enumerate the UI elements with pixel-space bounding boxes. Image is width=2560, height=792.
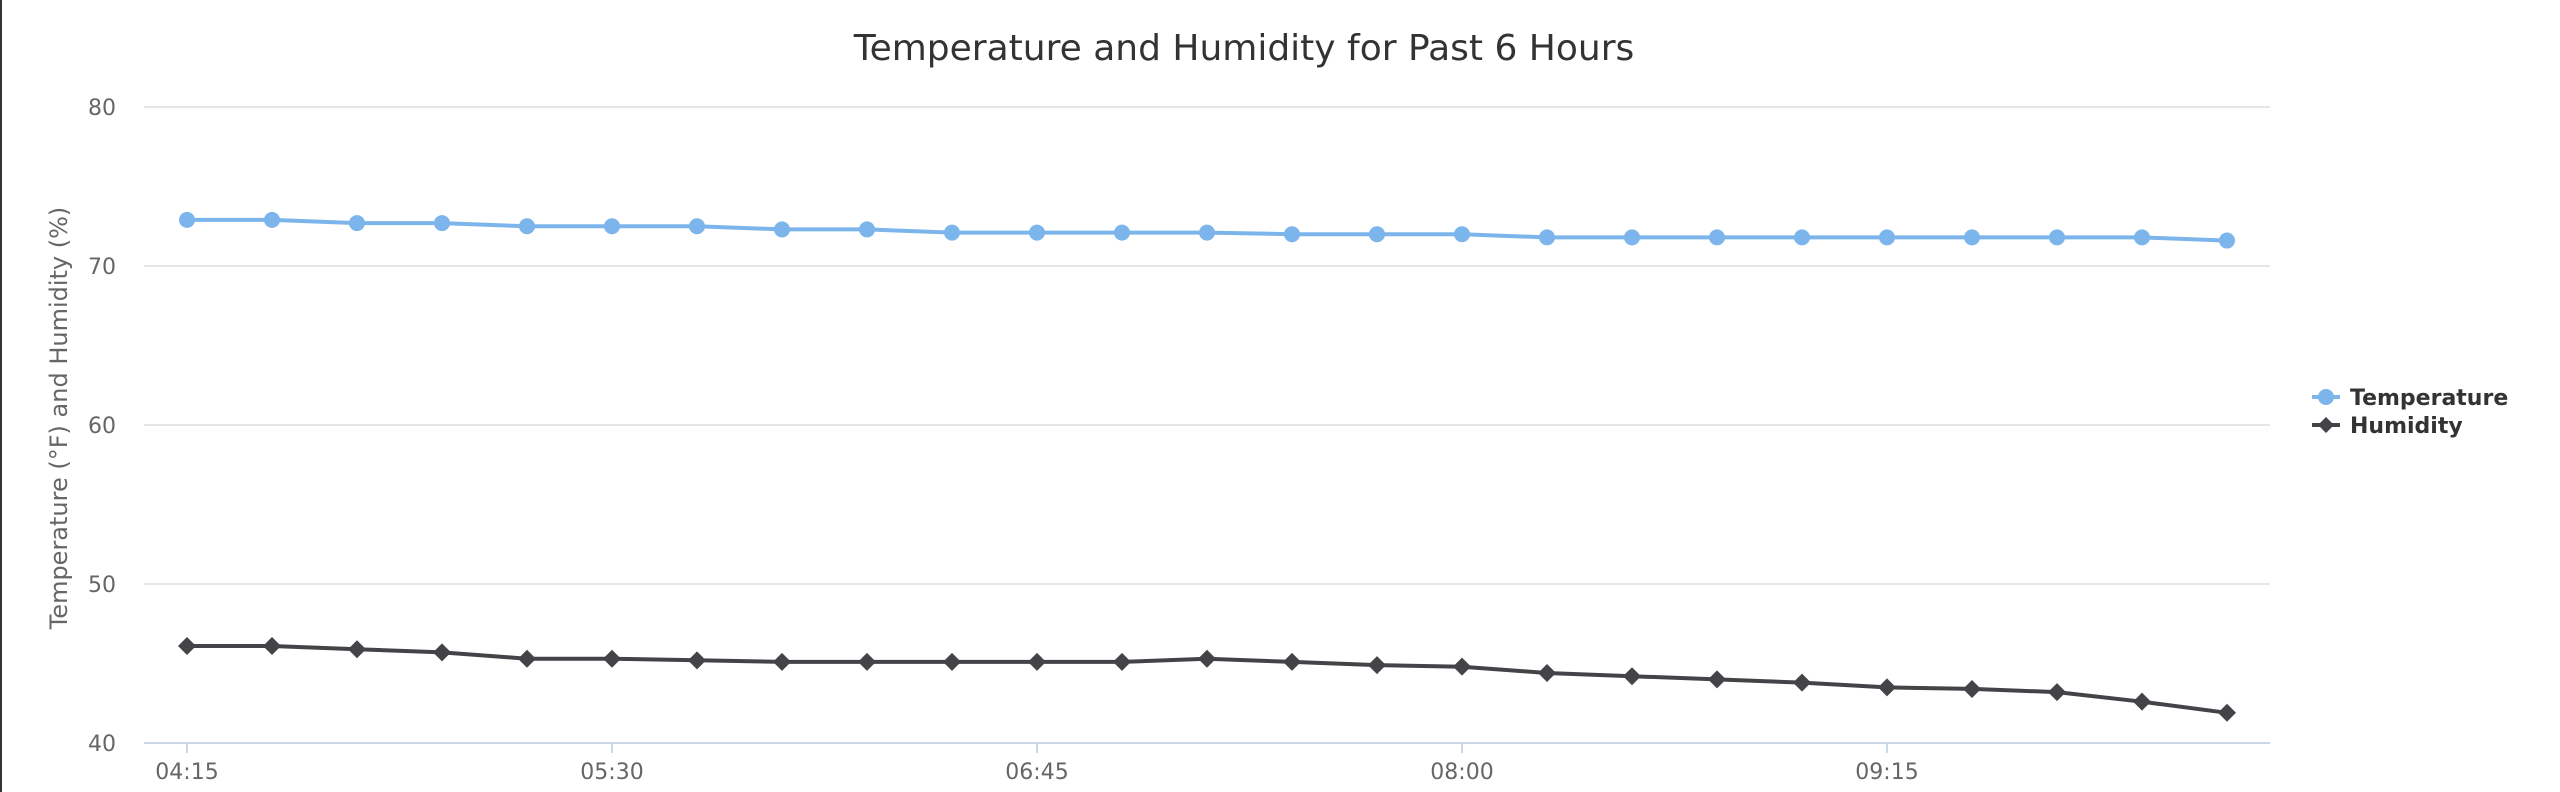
humidity-point[interactable] bbox=[518, 649, 536, 668]
legend-label: Temperature bbox=[2350, 386, 2508, 411]
humidity-point[interactable] bbox=[348, 640, 366, 659]
humidity-point[interactable] bbox=[603, 649, 621, 668]
temperature-point[interactable] bbox=[349, 215, 365, 232]
humidity-point[interactable] bbox=[1963, 679, 1981, 698]
temperature-point[interactable] bbox=[2049, 229, 2065, 246]
humidity-point[interactable] bbox=[263, 637, 281, 656]
temperature-point[interactable] bbox=[1539, 229, 1555, 246]
y-tick-label: 50 bbox=[88, 573, 116, 598]
chart-title: Temperature and Humidity for Past 6 Hour… bbox=[853, 28, 1635, 69]
grid-lines bbox=[144, 106, 2270, 585]
temperature-point[interactable] bbox=[1454, 226, 1470, 243]
humidity-point[interactable] bbox=[433, 643, 451, 662]
temperature-point[interactable] bbox=[944, 224, 960, 241]
humidity-point[interactable] bbox=[2133, 692, 2151, 711]
series-layer bbox=[178, 211, 2236, 722]
humidity-point[interactable] bbox=[1283, 652, 1301, 671]
legend: Temperature Humidity bbox=[2312, 386, 2508, 439]
humidity-point[interactable] bbox=[773, 652, 791, 671]
humidity-point[interactable] bbox=[943, 652, 961, 671]
humidity-point[interactable] bbox=[2218, 703, 2236, 722]
temperature-point[interactable] bbox=[1964, 229, 1980, 246]
series-temperature bbox=[179, 211, 2235, 249]
temperature-point[interactable] bbox=[2134, 229, 2150, 246]
temperature-point[interactable] bbox=[1284, 226, 1300, 243]
temperature-point[interactable] bbox=[1624, 229, 1640, 246]
humidity-point[interactable] bbox=[1198, 649, 1216, 668]
temperature-point[interactable] bbox=[1029, 224, 1045, 241]
temperature-point[interactable] bbox=[774, 221, 790, 238]
humidity-point[interactable] bbox=[1538, 664, 1556, 683]
humidity-point[interactable] bbox=[1878, 678, 1896, 697]
x-tick-label: 08:00 bbox=[1430, 760, 1493, 785]
humidity-point[interactable] bbox=[1113, 652, 1131, 671]
humidity-point[interactable] bbox=[858, 652, 876, 671]
humidity-point[interactable] bbox=[688, 651, 706, 670]
x-tick-label: 04:15 bbox=[155, 760, 218, 785]
temperature-point[interactable] bbox=[2219, 232, 2235, 249]
temperature-point[interactable] bbox=[689, 218, 705, 235]
x-tick-label: 05:30 bbox=[580, 760, 643, 785]
x-tick-label: 06:45 bbox=[1005, 760, 1068, 785]
temperature-point[interactable] bbox=[1879, 229, 1895, 246]
y-axis-ticks: 40 50 60 70 80 bbox=[88, 96, 116, 757]
temperature-point[interactable] bbox=[1709, 229, 1725, 246]
humidity-point[interactable] bbox=[1028, 652, 1046, 671]
humidity-point[interactable] bbox=[178, 637, 196, 656]
temperature-point[interactable] bbox=[859, 221, 875, 238]
temperature-point[interactable] bbox=[1199, 224, 1215, 241]
legend-item-humidity[interactable]: Humidity bbox=[2312, 414, 2463, 439]
temperature-point[interactable] bbox=[264, 211, 280, 228]
legend-diamond-marker bbox=[2318, 417, 2334, 433]
humidity-point[interactable] bbox=[2048, 683, 2066, 702]
y-axis-title: Temperature (°F) and Humidity (%) bbox=[45, 207, 73, 631]
y-tick-label: 60 bbox=[88, 414, 116, 439]
legend-circle-marker bbox=[2318, 389, 2334, 405]
legend-label: Humidity bbox=[2350, 414, 2463, 439]
humidity-point[interactable] bbox=[1708, 670, 1726, 689]
legend-item-temperature[interactable]: Temperature bbox=[2312, 386, 2508, 411]
x-axis-ticks: 04:15 05:30 06:45 08:00 09:15 bbox=[155, 743, 1919, 785]
temperature-point[interactable] bbox=[604, 218, 620, 235]
series-humidity bbox=[178, 637, 2236, 722]
humidity-point[interactable] bbox=[1793, 673, 1811, 692]
temperature-point[interactable] bbox=[434, 215, 450, 232]
temperature-point[interactable] bbox=[519, 218, 535, 235]
temperature-point[interactable] bbox=[1794, 229, 1810, 246]
humidity-point[interactable] bbox=[1623, 667, 1641, 686]
humidity-point[interactable] bbox=[1368, 656, 1386, 675]
x-tick-label: 09:15 bbox=[1855, 760, 1918, 785]
humidity-point[interactable] bbox=[1453, 657, 1471, 676]
y-tick-label: 80 bbox=[88, 96, 116, 121]
temperature-point[interactable] bbox=[1369, 226, 1385, 243]
y-tick-label: 40 bbox=[88, 732, 116, 757]
temperature-point[interactable] bbox=[179, 211, 195, 228]
temperature-point[interactable] bbox=[1114, 224, 1130, 241]
y-tick-label: 70 bbox=[88, 255, 116, 280]
